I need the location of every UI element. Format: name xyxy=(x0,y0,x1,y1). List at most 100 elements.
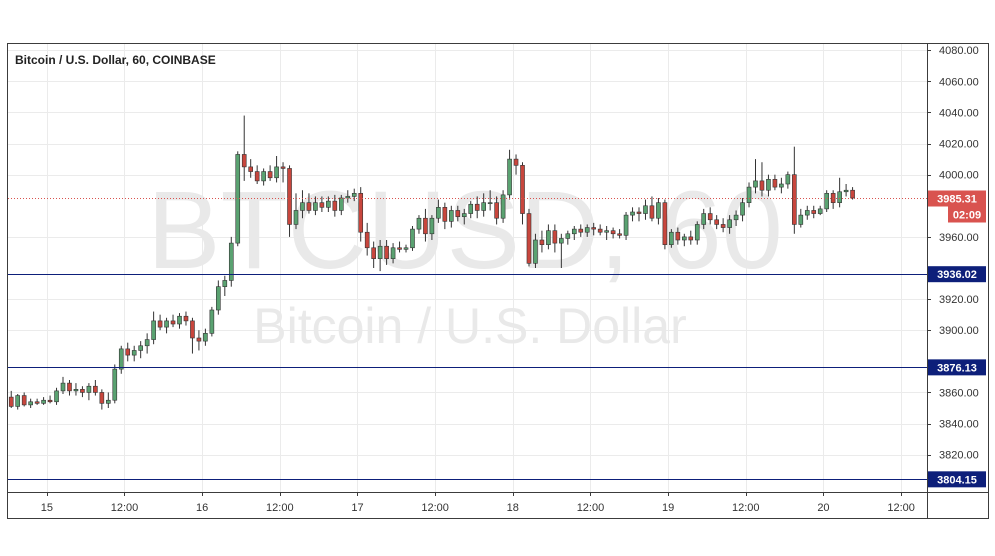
candle-body xyxy=(792,174,797,225)
candle xyxy=(28,398,33,408)
candle xyxy=(177,313,182,329)
candle-body xyxy=(688,236,694,241)
candle-body xyxy=(54,390,59,403)
candle-body xyxy=(694,224,700,241)
candle xyxy=(682,233,687,247)
candle xyxy=(597,224,603,236)
candle-body xyxy=(461,213,467,217)
candle-body xyxy=(539,239,545,245)
candle xyxy=(817,205,823,216)
candle xyxy=(843,184,849,197)
x-tick-label: 15 xyxy=(41,502,53,514)
candle-body xyxy=(99,392,105,404)
candle xyxy=(669,229,674,248)
candle-body xyxy=(300,202,305,211)
countdown-tag-label: 02:09 xyxy=(953,210,981,222)
candle xyxy=(455,205,461,222)
candle-body xyxy=(216,286,221,311)
candle xyxy=(449,205,454,228)
candle-body xyxy=(720,224,726,228)
candle xyxy=(494,196,499,225)
candle xyxy=(811,205,817,219)
candle xyxy=(106,392,111,408)
candle-body xyxy=(455,210,461,217)
candle xyxy=(487,190,493,211)
candle xyxy=(617,229,622,239)
candle-body xyxy=(500,194,506,219)
candle xyxy=(60,376,66,394)
candle-body xyxy=(682,236,687,241)
price-tag-label: 3804.15 xyxy=(937,474,977,486)
candle-body xyxy=(183,315,189,322)
chart-title: Bitcoin / U.S. Dollar, 60, COINBASE xyxy=(15,53,216,67)
candle-body xyxy=(47,399,53,403)
candle xyxy=(93,380,98,396)
candle xyxy=(125,342,131,362)
candle xyxy=(565,230,571,245)
candle xyxy=(720,218,726,233)
candle-body xyxy=(332,200,338,211)
candle xyxy=(552,224,558,253)
candle xyxy=(804,205,810,220)
candle xyxy=(280,162,286,183)
candle xyxy=(571,226,577,240)
candle-body xyxy=(798,214,804,225)
y-tick-label: 3820.00 xyxy=(939,450,979,462)
candle xyxy=(358,187,364,242)
candle xyxy=(170,314,176,328)
watermark-symbol: BTCUSD, 60 xyxy=(147,169,783,292)
candle xyxy=(746,182,752,208)
candle-body xyxy=(507,158,512,196)
candle xyxy=(47,395,53,404)
candle-body xyxy=(313,202,318,211)
candle xyxy=(526,208,532,267)
candle-body xyxy=(319,202,325,208)
candle-body xyxy=(254,171,260,182)
candle xyxy=(15,394,21,410)
candle xyxy=(837,177,842,208)
candle xyxy=(636,207,642,222)
horizontal-lines xyxy=(8,198,927,480)
candle xyxy=(584,224,590,237)
candle-body xyxy=(112,368,118,401)
candle-body xyxy=(364,231,370,249)
candle xyxy=(520,162,525,225)
candle-body xyxy=(274,166,279,179)
candle-body xyxy=(701,213,707,225)
candle-body xyxy=(293,210,299,225)
candle xyxy=(351,188,357,202)
x-tick-label: 12:00 xyxy=(732,502,760,514)
candle-body xyxy=(442,207,448,222)
candle-body xyxy=(449,210,454,222)
candle-body xyxy=(804,210,810,216)
candle xyxy=(248,159,253,178)
candle xyxy=(228,236,234,287)
candle-body xyxy=(384,245,389,259)
candle-body xyxy=(546,230,551,245)
candle-body xyxy=(261,171,266,182)
last-price-tag-label: 3985.31 xyxy=(937,194,977,206)
candle-body xyxy=(93,385,98,393)
candle xyxy=(779,177,784,194)
candle-body xyxy=(481,202,486,211)
candle xyxy=(792,146,797,234)
candle-body xyxy=(164,320,169,328)
candle xyxy=(630,207,635,222)
candle-body xyxy=(416,217,422,230)
candle-body xyxy=(351,193,357,197)
candle xyxy=(759,162,765,197)
price-tags: 3936.02 3876.13 3804.15 3985.31 02:09 xyxy=(928,190,986,488)
candle xyxy=(850,187,855,200)
candle xyxy=(254,165,260,184)
candle-body xyxy=(28,401,33,406)
candle-body xyxy=(15,395,21,407)
candle xyxy=(714,215,719,230)
candle-body xyxy=(358,193,364,233)
grid xyxy=(8,44,927,492)
candle xyxy=(384,240,389,265)
candle xyxy=(144,333,150,354)
candle-body xyxy=(766,179,771,191)
candle-body xyxy=(306,202,312,211)
candle xyxy=(591,222,597,236)
candle-body xyxy=(280,166,286,169)
